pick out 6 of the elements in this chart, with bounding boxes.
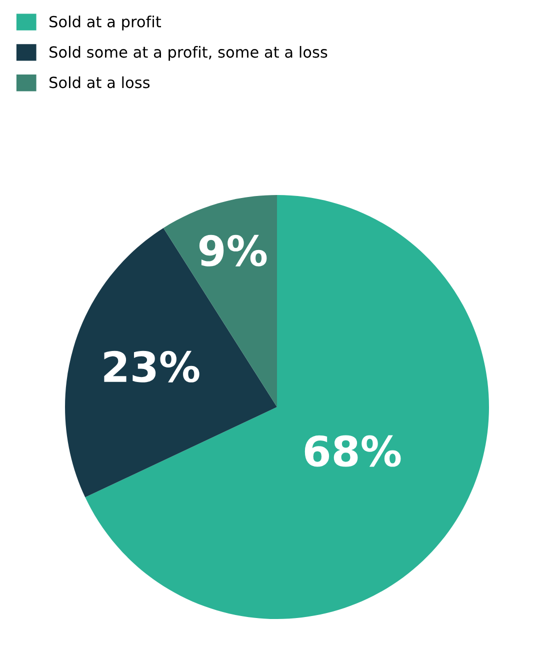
data-label: 23% <box>104 350 200 382</box>
data-label: 68% <box>304 435 401 467</box>
legend-label: Sold at a loss <box>50 76 150 88</box>
legend-label: Sold at a profit <box>50 16 162 30</box>
legend-label: Sold some at a profit, some at a loss <box>50 46 328 61</box>
data-label: 9% <box>199 234 267 266</box>
